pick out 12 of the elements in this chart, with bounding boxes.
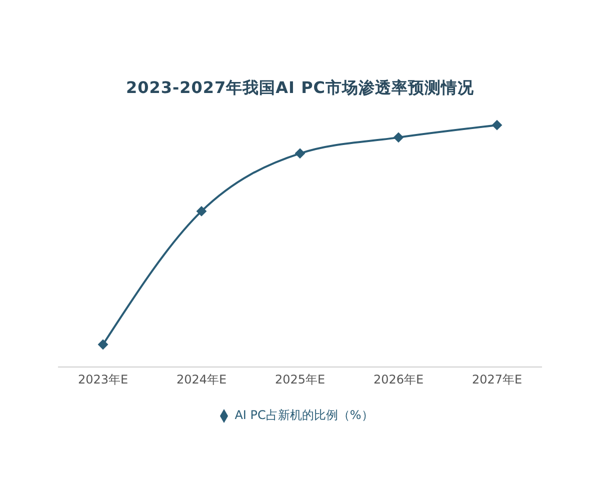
legend-label: AI PC占新机的比例（%）	[234, 408, 374, 422]
x-tick-label: 2023年E	[78, 372, 128, 387]
chart-title: 2023-2027年我国AI PC市场渗透率预测情况	[124, 77, 476, 99]
x-tick-label: 2026年E	[373, 372, 424, 387]
point	[394, 132, 404, 142]
point	[492, 120, 502, 130]
point	[98, 340, 108, 350]
x-tick-label: 2024年E	[176, 372, 227, 387]
x-tick-label: 2027年E	[472, 372, 522, 387]
point	[295, 148, 305, 158]
point	[196, 206, 206, 216]
x-tick-label: 2025年E	[274, 372, 326, 387]
